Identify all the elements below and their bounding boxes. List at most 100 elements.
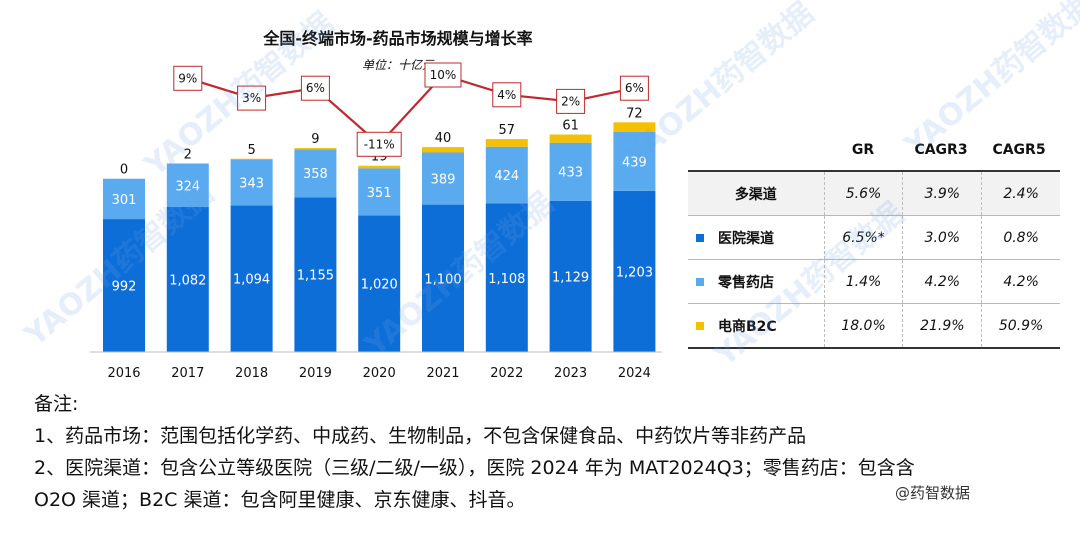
x-tick-2022: 2022 [490,366,523,381]
header-gr: GR [851,142,875,158]
x-tick-2023: 2023 [554,366,587,381]
cell-gr: 1.4% [823,260,903,303]
data-label-b2c-2022: 57 [499,123,516,138]
header-cagr5: CAGR5 [992,142,1046,158]
growth-box-2020 [356,131,402,157]
x-tick-2019: 2019 [299,366,332,381]
data-label-retail-2021: 389 [431,173,456,188]
bar-hospital-2018 [230,205,273,352]
growth-box-2017 [173,65,203,91]
x-axis-ticks: 2016 2017 2018 2019 2020 2021 2022 2023 2024 [107,366,650,381]
bar-retail-2024 [613,131,656,191]
growth-box-2021 [424,62,462,88]
bar-retail-2021 [422,152,464,205]
market-size-chart: 全国-终端市场-药品市场规模与增长率 单位：十亿元 992 301 0 1,082 32… [90,29,662,381]
corner-logo: @药智数据 [895,482,970,503]
row-label: 电商B2C [718,318,777,335]
cell-gr: 6.5%* [823,216,903,259]
bar-retail-2023 [549,142,592,201]
x-tick-2024: 2024 [618,366,651,381]
bar-hospital-2017 [166,207,209,352]
bar-b2c-2022 [485,139,528,147]
x-tick-2017: 2017 [171,366,204,381]
x-tick-2020: 2020 [363,366,396,381]
cell-cagr3: 21.9% [902,304,981,347]
x-tick-2021: 2021 [426,366,459,381]
chart-unit: 单位：十亿元 [362,58,435,72]
notes-heading: 备注: [34,393,79,415]
note-line-2: 2、医院渠道：包含公立等级医院（三级/二级/一级），医院 2024 年为 MAT… [34,457,915,479]
bar-hospital-2020 [358,215,401,352]
table-row-multichannel: 多渠道 5.6% 3.9% 2.4% [688,170,1060,216]
growth-label-2024: 6% [625,81,644,95]
cell-cagr5: 4.2% [981,260,1060,303]
growth-label-2017: 9% [178,71,197,85]
header-cagr3: CAGR3 [914,142,968,158]
cell-gr: 5.6% [823,172,903,215]
data-label-retail-2019: 358 [303,167,328,182]
data-label-b2c-2023: 61 [562,119,579,134]
cell-cagr5: 50.9% [981,304,1060,347]
brand-logo-text: @药智数据 [895,484,971,502]
chart-title: 全国-终端市场-药品市场规模与增长率 [262,29,532,48]
data-label-hospital-2016: 992 [112,280,137,295]
legend-swatch-b2c [696,321,704,330]
data-label-retail-2022: 424 [494,169,519,184]
data-label-retail-2023: 433 [558,166,583,181]
legend-swatch-retail [696,277,704,286]
notes-section: 备注: 1、药品市场：范围包括化学药、中成药、生物制品，不包含保健食品、中药饮片… [34,388,1074,516]
data-label-b2c-2017: 2 [184,147,192,162]
bar-retail-2019 [294,149,337,198]
table-row-retail: 零售药店 1.4% 4.2% 4.2% [688,260,1060,304]
bar-hospital-2016 [103,219,145,352]
legend-swatch-hospital [696,233,704,242]
table-row-hospital: 医院渠道 6.5%* 3.0% 0.8% [688,216,1060,260]
growth-label-2020: -11% [364,137,395,151]
bar-b2c-2023 [549,134,592,143]
bar-retail-2022 [485,146,528,204]
cell-cagr5: 2.4% [981,172,1060,215]
bar-retail-2017 [166,163,209,208]
growth-label-2019: 6% [306,81,325,95]
data-label-b2c-2024: 72 [626,106,643,121]
table-header: GR CAGR3 CAGR5 [688,130,1060,170]
note-line-1: 1、药品市场：范围包括化学药、中成药、生物制品，不包含保健食品、中药饮片等非药产… [34,425,807,447]
growth-label-2018: 3% [242,91,261,105]
data-label-hospital-2023: 1,129 [552,270,589,285]
growth-label-2021: 10% [430,68,457,82]
data-label-retail-2017: 324 [175,179,200,194]
bar-b2c-2021 [422,147,464,153]
data-label-retail-2016: 301 [112,193,137,208]
data-label-retail-2020: 351 [367,186,392,201]
bar-retail-2018 [230,159,273,206]
bar-b2c-2020 [358,165,401,169]
bar-retail-2020 [358,168,401,216]
data-label-retail-2018: 343 [239,176,264,191]
bar-b2c-2024 [613,122,656,132]
growth-label-2022: 4% [497,88,516,102]
growth-box-2024 [619,75,649,101]
bar-hospital-2019 [294,197,337,352]
row-label: 医院渠道 [718,230,774,247]
data-label-b2c-2016: 0 [120,163,128,178]
growth-box-2022 [492,82,522,108]
cell-gr: 18.0% [823,304,903,347]
growth-label-2023: 2% [561,94,580,108]
data-label-hospital-2018: 1,094 [233,273,270,288]
bar-b2c-2019 [294,148,337,150]
bar-retail-2016 [103,178,145,220]
table-row-b2c: 电商B2C 18.0% 21.9% 50.9% [688,304,1060,349]
growth-box-2018 [237,85,267,111]
data-label-retail-2024: 439 [622,155,647,170]
bar-hospital-2024 [613,190,656,352]
data-label-hospital-2022: 1,108 [488,272,525,287]
growth-box-2023 [556,88,586,114]
data-label-b2c-2019: 9 [311,132,319,147]
data-label-hospital-2020: 1,020 [361,278,398,293]
x-tick-2018: 2018 [235,366,268,381]
growth-box-2019 [300,75,330,101]
note-line-3: O2O 渠道；B2C 渠道：包含阿里健康、京东健康、抖音。 [34,489,526,511]
bar-group: 992 301 0 1,082 324 2 1,094 343 5 1,155 358 9 1,020 3… [103,106,656,352]
bar-b2c-2018 [230,158,273,160]
growth-line-group: 9% 3% 6% -11% 10% 4% 2% 6% [173,62,649,157]
